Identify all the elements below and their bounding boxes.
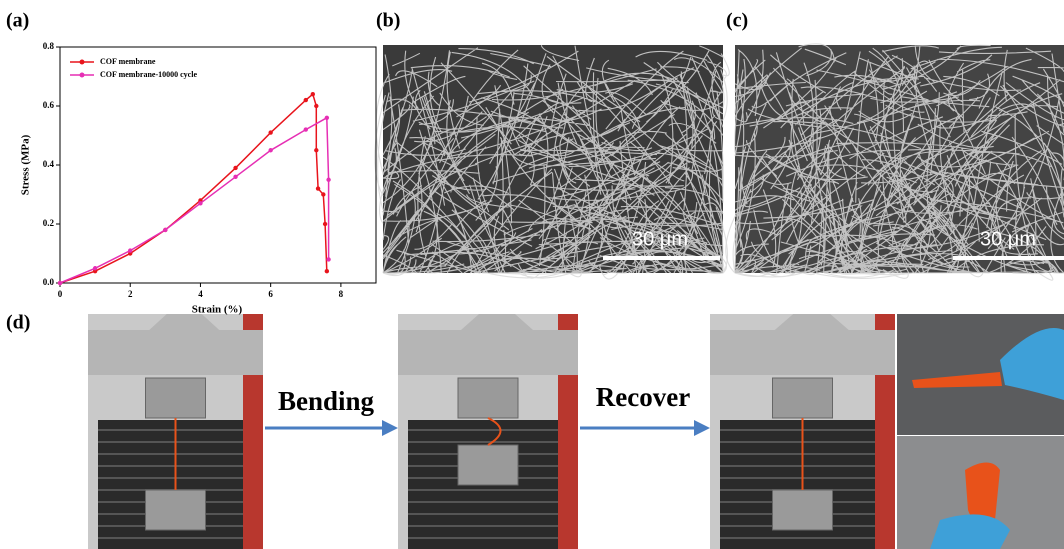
data-point xyxy=(326,257,330,261)
clamp xyxy=(458,378,518,418)
data-point xyxy=(93,266,97,270)
y-axis-label: Stress (MPa) xyxy=(20,134,32,195)
data-point xyxy=(314,104,318,108)
panel-label: (c) xyxy=(726,10,748,32)
y-tick-label: 0.6 xyxy=(43,100,55,110)
series-line xyxy=(60,118,329,283)
data-point xyxy=(325,269,329,273)
data-point xyxy=(323,222,327,226)
step-label: Bending xyxy=(278,386,375,416)
x-axis-label: Strain (%) xyxy=(192,304,243,316)
legend-swatch xyxy=(80,60,85,65)
x-tick-label: 8 xyxy=(339,289,344,299)
photo xyxy=(88,314,263,549)
data-point xyxy=(304,127,308,131)
data-point xyxy=(58,281,62,285)
figure: (a) (b) (c) (d) 30 μm 30 μm Bending Reco… xyxy=(0,0,1064,549)
data-point xyxy=(314,148,318,152)
data-point xyxy=(304,98,308,102)
data-point xyxy=(321,192,325,196)
data-point xyxy=(268,130,272,134)
data-point xyxy=(268,148,272,152)
x-tick-label: 2 xyxy=(128,289,133,299)
stress-strain-chart: Strain (%) Stress (MPa) 0 2 4 6 8 0.0 0.2 0.4 0.… xyxy=(20,41,376,315)
scale-bar-label: 30 μm xyxy=(980,228,1036,250)
clamp xyxy=(146,490,206,530)
legend-swatch xyxy=(80,73,85,78)
panel-label: (d) xyxy=(6,312,30,334)
y-tick-label: 0.4 xyxy=(43,159,55,169)
data-point xyxy=(316,186,320,190)
data-point xyxy=(311,92,315,96)
legend-label: COF membrane xyxy=(100,57,156,66)
clamp xyxy=(458,445,518,485)
panel-label: (a) xyxy=(6,10,29,32)
data-point xyxy=(326,178,330,182)
step-label: Recover xyxy=(596,382,690,412)
clamp xyxy=(773,378,833,418)
panel-label: (b) xyxy=(376,10,400,32)
photo xyxy=(710,314,895,549)
data-point xyxy=(233,175,237,179)
scale-bar-label: 30 μm xyxy=(632,228,688,250)
data-point xyxy=(233,166,237,170)
y-tick-label: 0.8 xyxy=(43,41,55,51)
photo xyxy=(398,314,578,549)
clamp xyxy=(146,378,206,418)
photo xyxy=(897,314,1064,549)
x-tick-label: 4 xyxy=(198,289,203,299)
series-line xyxy=(60,94,327,283)
data-point xyxy=(128,248,132,252)
legend-label: COF membrane-10000 cycle xyxy=(100,70,197,79)
y-tick-label: 0.2 xyxy=(43,218,55,228)
x-tick-label: 6 xyxy=(268,289,273,299)
data-point xyxy=(198,201,202,205)
data-point xyxy=(325,116,329,120)
data-point xyxy=(163,228,167,232)
y-tick-label: 0.0 xyxy=(43,277,55,287)
clamp xyxy=(773,490,833,530)
x-tick-label: 0 xyxy=(58,289,63,299)
